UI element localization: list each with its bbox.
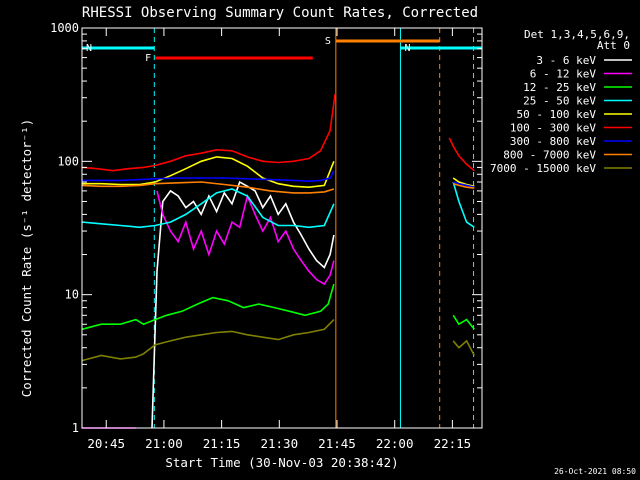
y-tick-label-0: 1 xyxy=(72,421,79,435)
series-line-5-seg-1 xyxy=(448,137,475,172)
legend-header-0: Det 1,3,4,5,6,9, xyxy=(524,28,630,41)
y-tick-label-3: 1000 xyxy=(50,21,79,35)
flag-letter-f-2: F xyxy=(145,53,151,64)
series-line-7-seg-1 xyxy=(452,182,475,189)
axes: 20:45 21:00 21:15 21:30 21:45 22:00 22:15 1 10 10… xyxy=(50,21,482,451)
legend-label-8: 7000 - 15000 keV xyxy=(490,162,596,175)
x-tick-label-2: 21:15 xyxy=(203,436,241,451)
legend-label-5: 100 - 300 keV xyxy=(510,122,596,135)
timestamp: 26-Oct-2021 08:50 xyxy=(554,467,636,476)
x-tick-label-5: 22:00 xyxy=(376,436,414,451)
flag-letter-n-1: N xyxy=(404,43,410,54)
legend-label-1: 6 - 12 keV xyxy=(530,68,597,81)
x-tick-label-3: 21:30 xyxy=(260,436,298,451)
series-line-7-seg-0 xyxy=(81,181,335,194)
chart-marks: N N F S xyxy=(81,28,482,429)
legend-label-2: 12 - 25 keV xyxy=(523,81,596,94)
series-line-3-seg-0 xyxy=(81,188,335,229)
x-tick-label-0: 20:45 xyxy=(87,436,125,451)
series-line-6-seg-1 xyxy=(452,181,475,188)
x-tick-label-6: 22:15 xyxy=(434,436,472,451)
series-line-2-seg-1 xyxy=(452,314,475,330)
y-tick-label-1: 10 xyxy=(65,288,79,302)
y-axis-label: Corrected Count Rate (s⁻¹ detector⁻¹) xyxy=(19,119,34,397)
series-line-8-seg-0 xyxy=(81,319,335,362)
legend-label-4: 50 - 100 keV xyxy=(517,108,597,121)
legend-label-7: 800 - 7000 keV xyxy=(503,149,596,162)
legend-label-0: 3 - 6 keV xyxy=(536,54,596,67)
series-line-6-seg-0 xyxy=(82,170,335,183)
legend-label-3: 25 - 50 keV xyxy=(523,95,596,108)
legend-label-6: 300 - 800 keV xyxy=(510,135,596,148)
series-line-0-seg-0 xyxy=(151,180,335,429)
x-tick-label-4: 21:45 xyxy=(318,436,356,451)
x-tick-label-1: 21:00 xyxy=(145,436,183,451)
series-line-4-seg-0 xyxy=(82,156,335,189)
plot-frame xyxy=(81,27,483,429)
series-line-8-seg-1 xyxy=(452,339,476,356)
series-line-2-seg-0 xyxy=(81,283,335,331)
series-line-5-seg-0 xyxy=(81,93,336,172)
x-axis-label: Start Time (30-Nov-03 20:38:42) xyxy=(165,455,398,470)
legend-header-1: Att 0 xyxy=(597,39,630,52)
series-line-4-seg-1 xyxy=(452,177,475,188)
series-line-3-seg-1 xyxy=(452,181,475,228)
flag-letter-n-0: N xyxy=(86,43,92,54)
flag-letter-s-3: S xyxy=(325,36,331,47)
y-tick-label-2: 100 xyxy=(57,154,79,168)
chart-title: RHESSI Observing Summary Count Rates, Co… xyxy=(82,5,478,21)
